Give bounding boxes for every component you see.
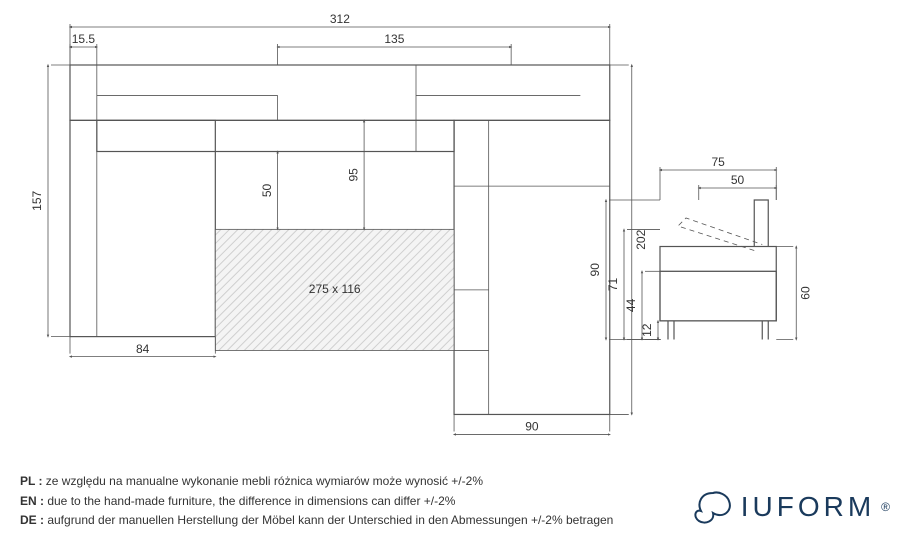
svg-text:50: 50 (260, 183, 274, 197)
svg-text:90: 90 (525, 420, 539, 434)
note-de-label: DE : (20, 513, 44, 527)
svg-text:12: 12 (640, 323, 654, 337)
svg-text:95: 95 (346, 168, 360, 182)
note-pl-text: ze względu na manualne wykonanie mebli r… (42, 474, 483, 488)
technical-drawing: 275 x 116 50 95 312 15.5 135 157 202 84 90 75 50 90… (0, 0, 920, 550)
plan-view: 275 x 116 50 95 312 15.5 135 157 202 84 90 (30, 12, 648, 434)
svg-text:135: 135 (384, 32, 404, 46)
svg-text:44: 44 (624, 298, 638, 312)
brand-logo: IUFORM ® (691, 489, 890, 525)
svg-text:202: 202 (634, 229, 648, 249)
svg-text:15.5: 15.5 (72, 32, 96, 46)
note-en-text: due to the hand-made furniture, the diff… (44, 494, 455, 508)
svg-text:75: 75 (711, 155, 725, 169)
side-view: 75 50 90 71 4412 60 (588, 155, 812, 339)
svg-text:157: 157 (30, 190, 44, 210)
tolerance-notes: PL : ze względu na manualne wykonanie me… (20, 472, 613, 530)
svg-text:50: 50 (731, 173, 745, 187)
note-en-label: EN : (20, 494, 44, 508)
logo-text: IUFORM (741, 491, 875, 523)
logo-mark-icon (691, 489, 735, 525)
svg-text:312: 312 (330, 12, 350, 26)
svg-text:71: 71 (606, 277, 620, 291)
logo-registered-icon: ® (881, 500, 890, 514)
svg-text:84: 84 (136, 342, 150, 356)
note-pl-label: PL : (20, 474, 42, 488)
svg-text:275 x 116: 275 x 116 (309, 282, 361, 296)
svg-text:60: 60 (798, 286, 812, 300)
svg-text:90: 90 (588, 263, 602, 277)
note-de-text: aufgrund der manuellen Herstellung der M… (44, 513, 613, 527)
